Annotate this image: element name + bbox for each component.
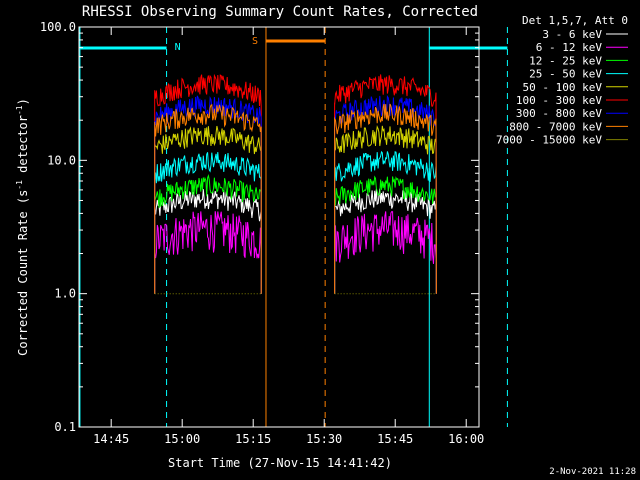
- series-line-5: [334, 74, 437, 294]
- legend-item-label: 100 - 300 keV: [516, 94, 602, 107]
- series-line-1: [154, 211, 262, 294]
- night-flag-label: N: [175, 42, 181, 53]
- x-axis: 14:45 15:00 15:15 15:30 15:45 16:00: [93, 27, 484, 446]
- series-line-5: [154, 73, 262, 294]
- y-axis-label: Corrected Count Rate (s-1 detector-1): [15, 98, 30, 356]
- series-line-7: [334, 103, 437, 294]
- y-tick-label: 100.0: [40, 20, 76, 34]
- x-tick-label: 15:45: [377, 432, 413, 446]
- chart-title: RHESSI Observing Summary Count Rates, Co…: [82, 4, 478, 20]
- series-line-1: [334, 211, 437, 294]
- x-axis-label: Start Time (27-Nov-15 14:41:42): [168, 456, 392, 470]
- legend-item-label: 12 - 25 keV: [529, 54, 602, 67]
- series-line-2: [154, 173, 262, 294]
- series-line-2: [334, 175, 437, 294]
- series-line-6: [334, 94, 437, 294]
- series-line-3: [154, 152, 262, 294]
- series-line-7: [154, 104, 262, 294]
- y-tick-label: 1.0: [54, 287, 76, 301]
- y-tick-label: 0.1: [54, 420, 76, 434]
- series-line-4: [334, 125, 437, 294]
- x-tick-label: 16:00: [448, 432, 484, 446]
- y-tick-label: 10.0: [47, 153, 76, 167]
- series-line-4: [154, 125, 262, 294]
- legend-header: Det 1,5,7, Att 0: [522, 14, 628, 27]
- x-tick-label: 14:45: [93, 432, 129, 446]
- series-layer: [154, 73, 437, 295]
- series-line-0: [154, 189, 262, 294]
- saa-flag-label: S: [252, 36, 258, 47]
- legend-item-label: 3 - 6 keV: [542, 28, 602, 41]
- legend-item-label: 6 - 12 keV: [536, 41, 603, 54]
- legend-item-label: 25 - 50 keV: [529, 68, 602, 81]
- legend-item-label: 7000 - 15000 keV: [496, 134, 602, 147]
- x-tick-label: 15:00: [164, 432, 200, 446]
- series-line-3: [334, 150, 437, 294]
- x-tick-label: 15:30: [306, 432, 342, 446]
- x-tick-label: 15:15: [235, 432, 271, 446]
- legend-item-label: 300 - 800 keV: [516, 107, 602, 120]
- footer-date: 2-Nov-2021 11:28: [549, 467, 636, 477]
- y-axis: 100.0 10.0 1.0 0.1: [40, 20, 479, 434]
- legend-item-label: 800 - 7000 keV: [509, 120, 602, 133]
- legend-item-label: 50 - 100 keV: [523, 81, 603, 94]
- plot-frame: [78, 26, 480, 428]
